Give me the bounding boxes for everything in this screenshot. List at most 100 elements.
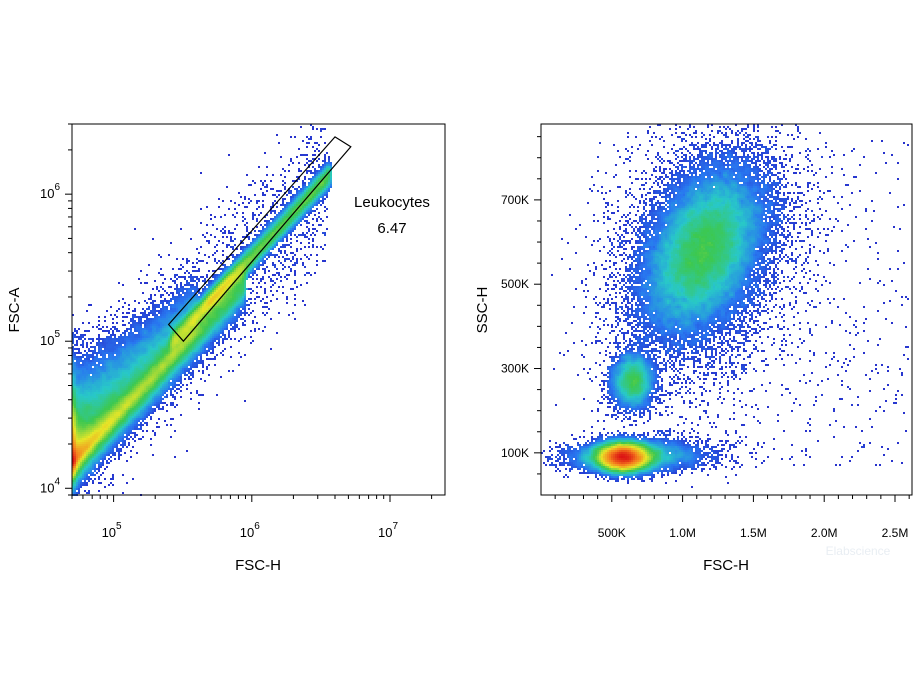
left-density-cell: [186, 344, 188, 346]
left-density-cell: [144, 326, 146, 328]
left-density-cell: [230, 290, 232, 292]
left-density-cell: [120, 358, 122, 360]
left-density-cell: [144, 406, 146, 408]
left-density-cell: [150, 382, 152, 384]
left-density-cell: [118, 394, 120, 396]
left-density-cell: [86, 398, 88, 400]
left-density-cell: [72, 350, 74, 352]
left-density-cell: [256, 262, 258, 264]
left-density-cell: [266, 230, 268, 232]
left-density-cell: [102, 406, 104, 408]
left-density-cell: [184, 324, 186, 326]
left-density-cell: [294, 274, 296, 276]
left-density-cell: [314, 180, 316, 182]
left-density-cell: [212, 320, 214, 322]
left-density-cell: [228, 298, 230, 300]
left-density-cell: [150, 376, 152, 378]
left-density-cell: [182, 326, 184, 328]
left-density-cell: [324, 190, 326, 192]
left-density-cell: [178, 352, 180, 354]
left-density-cell: [184, 292, 186, 294]
left-density-cell: [282, 240, 284, 242]
left-density-cell: [80, 358, 82, 360]
left-density-cell: [298, 168, 300, 170]
left-density-cell: [326, 184, 328, 186]
left-density-cell: [242, 290, 244, 292]
left-density-cell: [170, 366, 172, 368]
left-density-cell: [290, 160, 292, 162]
left-density-cell: [200, 308, 202, 310]
left-density-cell: [168, 286, 170, 288]
left-density-cell: [132, 386, 134, 388]
left-density-cell: [188, 356, 190, 358]
left-density-cell: [180, 386, 182, 388]
left-density-cell: [74, 398, 76, 400]
left-density-cell: [232, 318, 234, 320]
left-density-cell: [152, 404, 154, 406]
left-density-cell: [172, 292, 174, 294]
left-density-cell: [168, 380, 170, 382]
left-density-cell: [110, 338, 112, 340]
left-density-cell: [302, 206, 304, 208]
left-density-cell: [282, 180, 284, 182]
left-density-cell: [136, 328, 138, 330]
left-density-cell: [328, 182, 330, 184]
left-density-cell: [174, 356, 176, 358]
left-density-cell: [318, 184, 320, 186]
left-density-cell: [182, 306, 184, 308]
left-density-cell: [216, 250, 218, 252]
left-density-cell: [156, 400, 158, 402]
left-density-cell: [306, 232, 308, 234]
left-density-cell: [78, 374, 80, 376]
left-density-cell: [170, 322, 172, 324]
left-density-cell: [120, 392, 122, 394]
left-density-cell: [324, 188, 326, 190]
left-density-cell: [122, 408, 124, 410]
left-density-cell: [314, 194, 316, 196]
left-density-cell: [124, 316, 126, 318]
left-density-cell: [166, 342, 168, 344]
left-density-cell: [126, 352, 128, 354]
left-density-cell: [82, 384, 84, 386]
left-density-cell: [136, 388, 138, 390]
left-density-cell: [104, 402, 106, 404]
left-density-cell: [74, 348, 76, 350]
left-density-cell: [140, 324, 142, 326]
left-density-cell: [202, 260, 204, 262]
left-density-cell: [192, 318, 194, 320]
left-density-cell: [196, 322, 198, 324]
left-density-cell: [218, 338, 220, 340]
left-density-cell: [226, 304, 228, 306]
left-density-cell: [144, 332, 146, 334]
left-density-cell: [238, 280, 240, 282]
left-density-cell: [134, 336, 136, 338]
left-density-cell: [138, 394, 140, 396]
left-density-cell: [206, 342, 208, 344]
left-density-cell: [152, 328, 154, 330]
left-density-cell: [92, 402, 94, 404]
left-density-cell: [184, 342, 186, 344]
left-density-cell: [204, 280, 206, 282]
left-density-cell: [182, 336, 184, 338]
left-density-cell: [252, 246, 254, 248]
left-density-cell: [176, 358, 178, 360]
left-density-cell: [150, 392, 152, 394]
left-density-cell: [166, 336, 168, 338]
left-density-cell: [244, 296, 246, 298]
left-density-cell: [296, 206, 298, 208]
left-density-cell: [110, 342, 112, 344]
left-density-cell: [176, 308, 178, 310]
left-density-cell: [154, 366, 156, 368]
left-density-cell: [168, 318, 170, 320]
left-density-cell: [148, 402, 150, 404]
left-density-cell: [164, 378, 166, 380]
left-density-cell: [182, 332, 184, 334]
left-density-cell: [226, 276, 228, 278]
left-density-cell: [96, 400, 98, 402]
left-density-cell: [126, 370, 128, 372]
left-density-cell: [146, 334, 148, 336]
left-density-cell: [112, 372, 114, 374]
left-density-cell: [180, 334, 182, 336]
left-density-cell: [196, 304, 198, 306]
